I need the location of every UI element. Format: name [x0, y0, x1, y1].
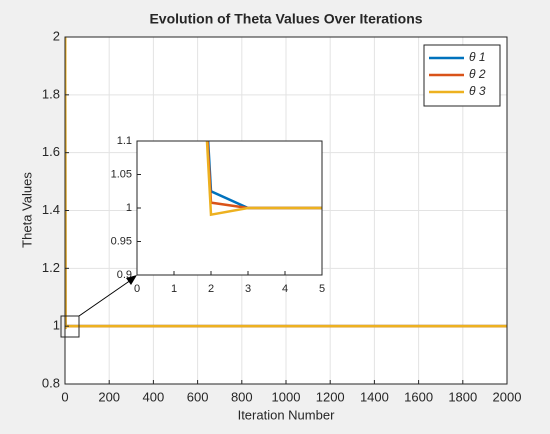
legend-label: θ 2 [469, 67, 486, 81]
y-tick-label: 1.4 [42, 202, 60, 217]
legend-label: θ 3 [469, 84, 486, 98]
x-tick-label: 400 [143, 389, 165, 404]
y-tick-label: 1 [126, 202, 132, 214]
y-tick-label: 1.6 [42, 144, 60, 159]
x-tick-label: 800 [231, 389, 253, 404]
arrow-head [126, 275, 137, 285]
x-tick-label: 3 [245, 283, 251, 295]
chart-title: Evolution of Theta Values Over Iteration… [149, 11, 422, 27]
x-tick-label: 200 [98, 389, 120, 404]
x-tick-label: 1600 [404, 389, 433, 404]
x-tick-label: 2 [208, 283, 214, 295]
x-tick-label: 1 [171, 283, 177, 295]
y-tick-label: 0.95 [111, 235, 132, 247]
x-tick-label: 0 [61, 389, 68, 404]
y-tick-label: 1.05 [111, 168, 132, 180]
y-tick-label: 0.9 [117, 269, 132, 281]
y-tick-label: 1.8 [42, 86, 60, 101]
x-tick-label: 5 [319, 283, 325, 295]
x-tick-label: 2000 [493, 389, 522, 404]
line-series [205, 141, 322, 217]
x-tick-label: 1200 [316, 389, 345, 404]
x-tick-label: 1000 [272, 389, 301, 404]
x-tick-label: 1400 [360, 389, 389, 404]
x-axis-label: Iteration Number [238, 407, 335, 422]
y-tick-label: 1.1 [117, 135, 132, 147]
legend: θ 1 θ 2 θ 3 [423, 44, 501, 107]
x-tick-label: 1800 [448, 389, 477, 404]
y-tick-label: 1 [53, 318, 60, 333]
y-axis-label: Theta Values [19, 172, 34, 248]
y-tick-label: 0.8 [42, 375, 60, 390]
y-tick-label: 1.2 [42, 260, 60, 275]
legend-label: θ 1 [469, 50, 486, 64]
x-tick-label: 0 [134, 283, 140, 295]
x-tick-label: 600 [187, 389, 209, 404]
x-tick-label: 4 [282, 283, 288, 295]
zoom-box [60, 315, 80, 338]
y-tick-label: 2 [53, 28, 60, 43]
zoom-arrow [78, 279, 132, 317]
